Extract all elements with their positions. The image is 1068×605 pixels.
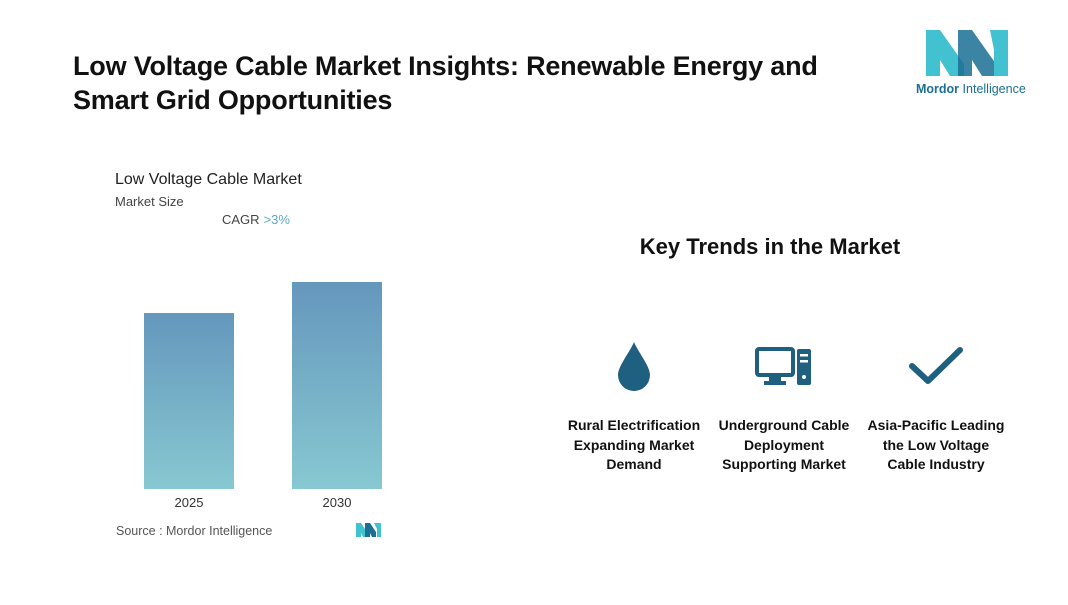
logo-word-1: Mordor <box>916 82 960 96</box>
trends-title: Key Trends in the Market <box>639 234 901 259</box>
trend-item-underground-cable: Underground Cable Deployment Supporting … <box>714 340 854 475</box>
cagr-label: CAGR >3% <box>222 212 290 227</box>
checkmark-icon <box>909 347 963 384</box>
chart-title: Low Voltage Cable Market <box>115 171 302 188</box>
mini-logo-icon <box>356 523 381 537</box>
logo-word-2: Intelligence <box>962 82 1026 96</box>
trend-item-rural-electrification: Rural Electrification Expanding Market D… <box>564 340 704 475</box>
x-tick-label-2025: 2025 <box>175 495 204 510</box>
cagr-value: >3% <box>263 212 290 227</box>
droplet-icon <box>618 342 650 391</box>
page-title: Low Voltage Cable Market Insights: Renew… <box>73 51 818 115</box>
trend-item-asia-pacific: Asia-Pacific Leading the Low Voltage Cab… <box>866 340 1006 475</box>
bar-2025 <box>144 313 234 489</box>
trend-label: Asia-Pacific Leading the Low Voltage Cab… <box>867 417 1005 472</box>
x-tick-label-2030: 2030 <box>323 495 352 510</box>
source-text: Source : Mordor Intelligence <box>116 524 273 538</box>
chart-subtitle: Market Size <box>115 194 184 209</box>
mordor-logo-icon <box>926 30 1008 76</box>
logo-text: Mordor Intelligence <box>916 82 1026 96</box>
computer-icon <box>755 347 811 385</box>
trend-label: Rural Electrification Expanding Market D… <box>567 417 701 472</box>
trend-label: Underground Cable Deployment Supporting … <box>718 417 850 472</box>
bar-2030 <box>292 282 382 489</box>
cagr-text: CAGR <box>222 212 260 227</box>
